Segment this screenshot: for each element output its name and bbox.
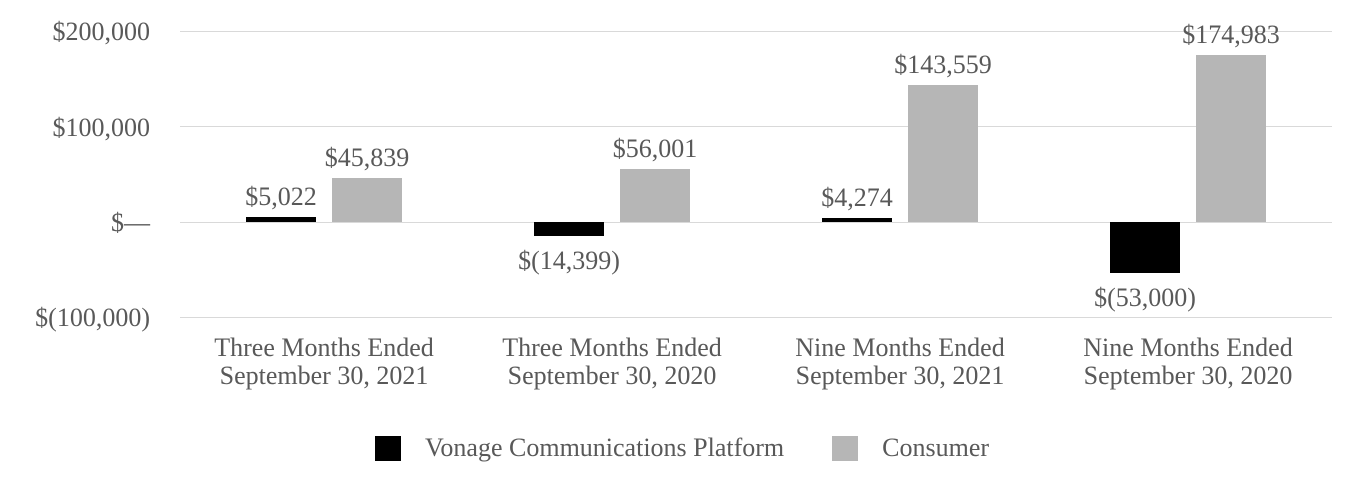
legend-item-consumer: Consumer	[832, 434, 989, 462]
bar-vonage-communications-platform	[246, 217, 316, 222]
bar-vonage-communications-platform	[534, 222, 604, 236]
y-axis-tick-label: $(100,000)	[35, 303, 150, 333]
data-label: $5,022	[245, 182, 317, 212]
gridline	[180, 221, 1332, 223]
x-axis-category-label: Three Months Ended September 30, 2021	[180, 334, 468, 390]
x-axis-category-line: September 30, 2021	[795, 361, 1005, 390]
gridline	[180, 316, 1332, 318]
legend-label-consumer: Consumer	[882, 433, 990, 462]
x-axis-category-line: September 30, 2021	[219, 361, 429, 390]
data-label: $143,559	[894, 50, 992, 80]
legend-swatch-consumer	[832, 435, 859, 461]
y-axis-tick-label: $200,000	[52, 17, 151, 47]
x-axis-category-label: Nine Months Ended September 30, 2020	[1044, 334, 1332, 390]
bar-vonage-communications-platform	[822, 217, 892, 222]
data-label: $(53,000)	[1094, 282, 1196, 312]
y-axis-tick-label: $100,000	[52, 112, 151, 142]
bar-consumer	[332, 178, 402, 222]
legend-swatch-vonage-communications-platform	[375, 435, 401, 461]
data-label: $45,839	[324, 143, 410, 173]
x-axis-category-label: Nine Months Ended September 30, 2021	[756, 334, 1044, 390]
data-label: $(14,399)	[518, 245, 620, 275]
bar-consumer	[620, 168, 690, 222]
legend-item-vonage-communications-platform: Vonage Communications Platform	[375, 434, 784, 462]
y-axis-tick-label: $—	[111, 208, 150, 237]
data-label: $4,274	[821, 182, 893, 212]
x-axis-category-label: Three Months Ended September 30, 2020	[468, 334, 756, 390]
data-label: $174,983	[1182, 20, 1280, 50]
x-axis-category-line: Nine Months Ended	[795, 333, 1005, 362]
x-axis-category-line: Three Months Ended	[502, 333, 722, 362]
x-axis-category-line: September 30, 2020	[507, 361, 717, 390]
bar-consumer	[1196, 55, 1266, 222]
gridline	[180, 126, 1332, 128]
data-label: $56,001	[612, 133, 698, 163]
chart-legend: Vonage Communications Platform Consumer	[375, 434, 989, 462]
x-axis-category-line: September 30, 2020	[1083, 361, 1293, 390]
x-axis-category-line: Three Months Ended	[214, 333, 434, 362]
x-axis-category-line: Nine Months Ended	[1083, 333, 1293, 362]
bar-consumer	[908, 85, 978, 222]
bar-vonage-communications-platform	[1110, 222, 1180, 273]
legend-label-vonage-communications-platform: Vonage Communications Platform	[425, 433, 785, 462]
gridline	[180, 30, 1332, 32]
